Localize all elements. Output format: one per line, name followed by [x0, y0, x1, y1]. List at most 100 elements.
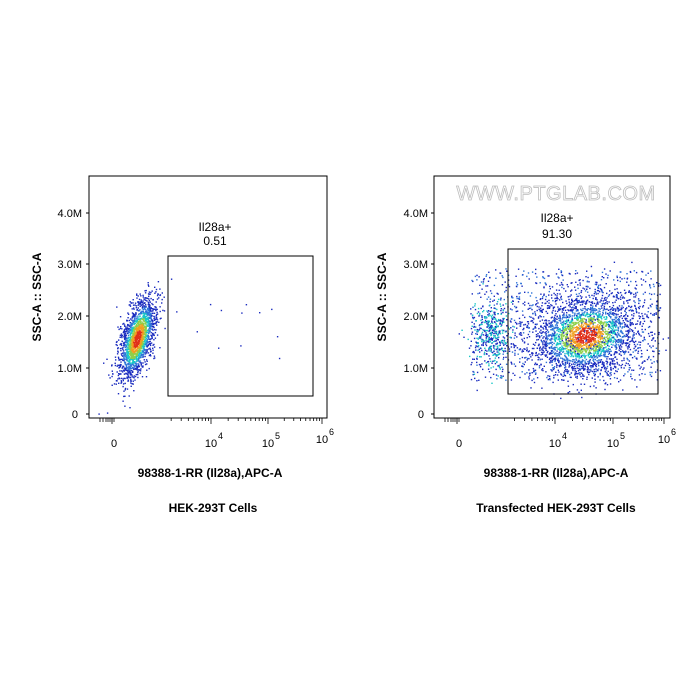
- event-dot: [635, 294, 637, 296]
- event-dot: [116, 365, 118, 367]
- event-dot: [134, 302, 137, 304]
- event-dot: [595, 387, 597, 389]
- event-dot: [597, 340, 599, 343]
- event-dot: [580, 319, 582, 321]
- event-dot: [111, 370, 113, 372]
- event-dot: [127, 371, 129, 373]
- event-dot: [635, 340, 637, 343]
- event-dot: [132, 359, 134, 361]
- event-dot: [607, 328, 610, 330]
- event-dot: [628, 344, 630, 347]
- event-dot: [136, 356, 138, 358]
- event-dot: [637, 352, 639, 354]
- event-dot: [589, 338, 592, 340]
- event-dot: [150, 317, 152, 320]
- event-dot: [521, 365, 523, 367]
- event-dot: [655, 371, 657, 373]
- event-dot: [575, 329, 577, 331]
- event-dot: [590, 329, 592, 332]
- event-dot: [619, 341, 622, 344]
- event-dot: [565, 359, 568, 361]
- event-dot: [509, 308, 512, 310]
- event-dot: [144, 308, 146, 311]
- event-dot: [605, 346, 607, 348]
- event-dot: [149, 330, 152, 332]
- event-dot: [136, 349, 138, 351]
- event-dot: [155, 318, 157, 321]
- event-dot: [125, 341, 128, 344]
- event-dot: [605, 311, 607, 313]
- event-dot: [585, 326, 587, 328]
- event-dot: [632, 315, 635, 317]
- event-dot: [558, 328, 561, 330]
- event-dot: [590, 311, 592, 313]
- event-dot: [580, 340, 583, 342]
- event-dot: [608, 314, 610, 317]
- event-dot: [605, 316, 607, 318]
- event-dot: [598, 330, 601, 333]
- event-dot: [610, 340, 612, 342]
- event-dot: [565, 340, 567, 342]
- event-dot: [540, 339, 542, 341]
- event-dot: [535, 351, 537, 354]
- event-dot: [581, 354, 583, 356]
- event-dot: [631, 314, 633, 316]
- event-dot: [119, 365, 122, 368]
- event-dot: [578, 351, 581, 353]
- event-dot: [593, 340, 595, 343]
- event-dot: [551, 350, 553, 352]
- event-dot: [123, 390, 125, 392]
- event-dot: [542, 344, 544, 346]
- event-dot: [596, 369, 598, 371]
- event-dot: [117, 326, 119, 328]
- event-dot: [571, 289, 573, 291]
- event-dot: [130, 332, 132, 335]
- event-dot: [146, 345, 149, 347]
- event-dot: [572, 331, 574, 333]
- event-dot: [556, 323, 558, 325]
- event-dot: [122, 365, 125, 368]
- event-dot: [139, 305, 141, 307]
- event-dot: [603, 327, 605, 329]
- event-dot: [159, 310, 161, 313]
- event-dot: [573, 363, 575, 365]
- event-dot: [607, 274, 609, 277]
- event-dot: [132, 304, 135, 306]
- event-dot: [142, 316, 144, 319]
- event-dot: [516, 295, 518, 298]
- event-dot: [579, 356, 582, 359]
- event-dot: [585, 301, 587, 303]
- event-dot: [563, 358, 565, 360]
- event-dot: [582, 374, 584, 376]
- event-dot: [598, 359, 600, 361]
- event-dot: [140, 363, 142, 366]
- event-dot: [146, 310, 148, 312]
- event-dot: [538, 367, 541, 369]
- event-dot: [578, 345, 580, 347]
- event-dot: [603, 362, 605, 364]
- event-dot: [576, 355, 579, 358]
- event-dot: [572, 359, 574, 361]
- event-dot: [121, 358, 123, 360]
- event-dot: [132, 302, 134, 304]
- event-dot: [148, 348, 150, 350]
- event-dot: [137, 351, 139, 353]
- event-dot: [640, 356, 642, 358]
- event-dot: [119, 364, 121, 366]
- event-dot: [123, 359, 125, 362]
- event-dot: [567, 345, 569, 347]
- event-dot: [560, 295, 562, 298]
- event-dot: [541, 331, 544, 333]
- event-dot: [141, 366, 143, 368]
- event-dot: [566, 369, 568, 371]
- event-dot: [608, 352, 611, 354]
- event-dot: [595, 347, 597, 349]
- event-dot: [561, 357, 563, 360]
- event-dot: [615, 333, 617, 335]
- event-dot: [123, 354, 125, 356]
- event-dot: [613, 314, 615, 316]
- event-dot: [138, 326, 141, 328]
- event-dot: [536, 347, 538, 349]
- event-dot: [145, 299, 147, 302]
- event-dot: [539, 346, 542, 348]
